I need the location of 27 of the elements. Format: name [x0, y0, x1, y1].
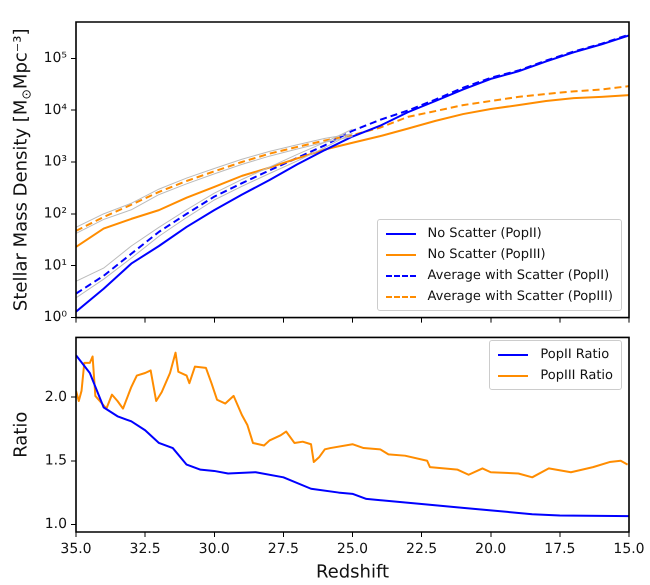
- x-tick-label: 25.0: [336, 541, 368, 558]
- y-tick-label: 1.0: [44, 516, 67, 532]
- y-tick-label: 10²: [44, 206, 67, 222]
- y-tick-label: 10⁴: [44, 102, 68, 118]
- legend-label: Average with Scatter (PopII): [428, 268, 610, 283]
- x-tick-label: 35.0: [60, 541, 92, 558]
- y-tick-label: 10³: [44, 154, 67, 170]
- x-tick-label: 15.0: [613, 541, 645, 558]
- legend-label: No Scatter (PopII): [428, 226, 542, 241]
- x-tick-label: 30.0: [198, 541, 230, 558]
- x-tick-label: 20.0: [475, 541, 506, 558]
- y-tick-label: 10¹: [44, 257, 67, 274]
- legend-label: No Scatter (PopIII): [428, 247, 546, 262]
- x-tick-label: 32.5: [130, 541, 161, 558]
- y-tick-label: 10⁰: [44, 309, 68, 326]
- x-tick-label: 27.5: [268, 541, 299, 558]
- legend-label: Average with Scatter (PopIII): [428, 289, 613, 304]
- legend-label: PopIII Ratio: [540, 368, 613, 383]
- x-tick-label: 17.5: [544, 541, 576, 558]
- y-tick-label: 2.0: [44, 388, 67, 405]
- y-axis-title: Ratio: [10, 412, 32, 458]
- x-tick-label: 22.5: [406, 541, 438, 558]
- y-tick-label: 10⁵: [44, 50, 67, 66]
- y-axis-title: Stellar Mass Density [M⊙Mpc⁻³]: [10, 28, 34, 312]
- x-axis-title: Redshift: [316, 562, 390, 583]
- legend-label: PopII Ratio: [540, 347, 610, 362]
- y-tick-label: 1.5: [44, 452, 67, 468]
